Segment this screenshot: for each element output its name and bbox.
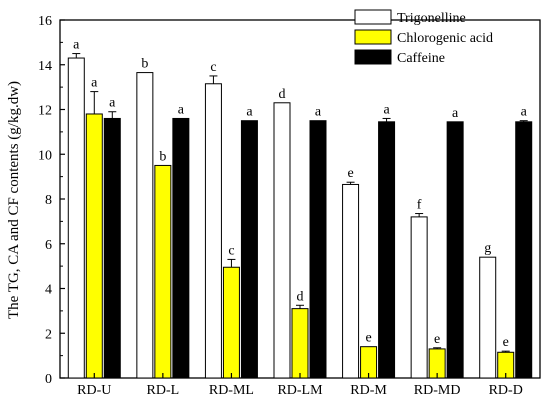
y-tick-label: 14 xyxy=(38,59,52,74)
significance-label: e xyxy=(503,335,509,350)
x-tick-label: RD-ML xyxy=(209,383,254,398)
bar xyxy=(103,117,121,379)
significance-label: a xyxy=(73,38,80,53)
bar xyxy=(222,266,240,379)
y-tick-label: 6 xyxy=(45,238,52,253)
y-axis-label: The TG, CA and CF contents (g/kg.dw) xyxy=(6,81,22,319)
significance-label: a xyxy=(91,76,98,91)
significance-label: g xyxy=(484,241,491,256)
x-tick-label: RD-U xyxy=(77,383,111,398)
significance-label: a xyxy=(178,102,185,117)
y-tick-label: 10 xyxy=(38,148,52,163)
significance-label: b xyxy=(159,149,166,164)
bar xyxy=(291,308,309,379)
significance-label: e xyxy=(434,332,440,347)
significance-label: c xyxy=(228,243,234,258)
significance-label: a xyxy=(383,102,390,117)
significance-label: d xyxy=(279,87,286,102)
significance-label: e xyxy=(347,166,353,181)
x-tick-label: RD-LM xyxy=(277,383,323,398)
x-tick-label: RD-M xyxy=(350,383,387,398)
significance-label: a xyxy=(315,105,322,120)
legend-swatch xyxy=(354,29,392,45)
x-tick-label: RD-MD xyxy=(414,383,461,398)
significance-label: b xyxy=(141,57,148,72)
significance-label: a xyxy=(521,105,528,120)
legend-label: Trigonelline xyxy=(397,11,466,26)
y-tick-label: 4 xyxy=(45,283,52,298)
significance-label: a xyxy=(246,105,253,120)
bar xyxy=(446,121,464,379)
bar xyxy=(410,216,428,379)
significance-label: c xyxy=(210,60,216,75)
x-tick-label: RD-L xyxy=(147,383,180,398)
bar xyxy=(479,256,497,379)
legend-label: Caffeine xyxy=(397,51,445,66)
y-tick-label: 12 xyxy=(38,104,52,119)
bar xyxy=(204,83,222,379)
bar xyxy=(378,121,396,379)
bar xyxy=(172,117,190,379)
y-tick-label: 2 xyxy=(45,327,52,342)
y-tick-label: 8 xyxy=(45,193,52,208)
legend-swatch xyxy=(354,9,392,25)
significance-label: d xyxy=(297,289,304,304)
bar xyxy=(240,120,258,379)
significance-label: e xyxy=(365,331,371,346)
legend-swatch xyxy=(354,49,392,65)
bar xyxy=(309,120,327,379)
bar xyxy=(342,183,360,379)
bar xyxy=(154,164,172,379)
significance-label: a xyxy=(109,96,116,111)
legend-label: Chlorogenic acid xyxy=(397,31,493,46)
bar xyxy=(273,102,291,379)
significance-label: f xyxy=(417,198,422,213)
x-tick-label: RD-D xyxy=(489,383,523,398)
y-tick-label: 16 xyxy=(38,14,52,29)
bar xyxy=(85,113,103,379)
legend: Trigonelline Chlorogenic acid Caffeine xyxy=(354,9,493,66)
significance-label: a xyxy=(452,106,459,121)
bar xyxy=(136,72,154,379)
y-tick-label: 0 xyxy=(45,372,52,387)
bar xyxy=(67,57,85,379)
bar xyxy=(515,121,533,379)
